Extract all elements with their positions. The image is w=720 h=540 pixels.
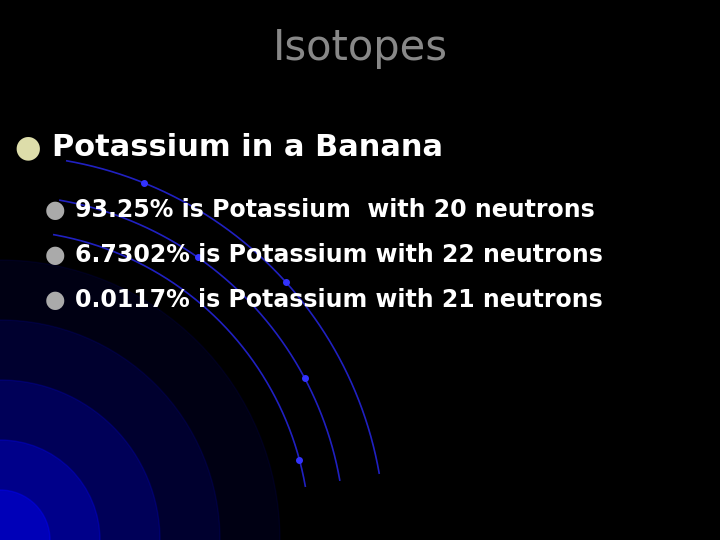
Text: 93.25% is Potassium  with 20 neutrons: 93.25% is Potassium with 20 neutrons	[75, 198, 595, 222]
Text: Potassium in a Banana: Potassium in a Banana	[52, 133, 443, 163]
Text: 0.0117% is Potassium with 21 neutrons: 0.0117% is Potassium with 21 neutrons	[75, 288, 603, 312]
Text: 6.7302% is Potassium with 22 neutrons: 6.7302% is Potassium with 22 neutrons	[75, 243, 603, 267]
Circle shape	[0, 490, 50, 540]
Circle shape	[0, 440, 100, 540]
Text: ●: ●	[45, 198, 66, 222]
Text: ●: ●	[45, 288, 66, 312]
Circle shape	[0, 380, 160, 540]
Text: ●: ●	[14, 133, 41, 163]
Circle shape	[0, 260, 280, 540]
Text: ●: ●	[45, 243, 66, 267]
Text: Isotopes: Isotopes	[272, 27, 448, 69]
Circle shape	[0, 320, 220, 540]
